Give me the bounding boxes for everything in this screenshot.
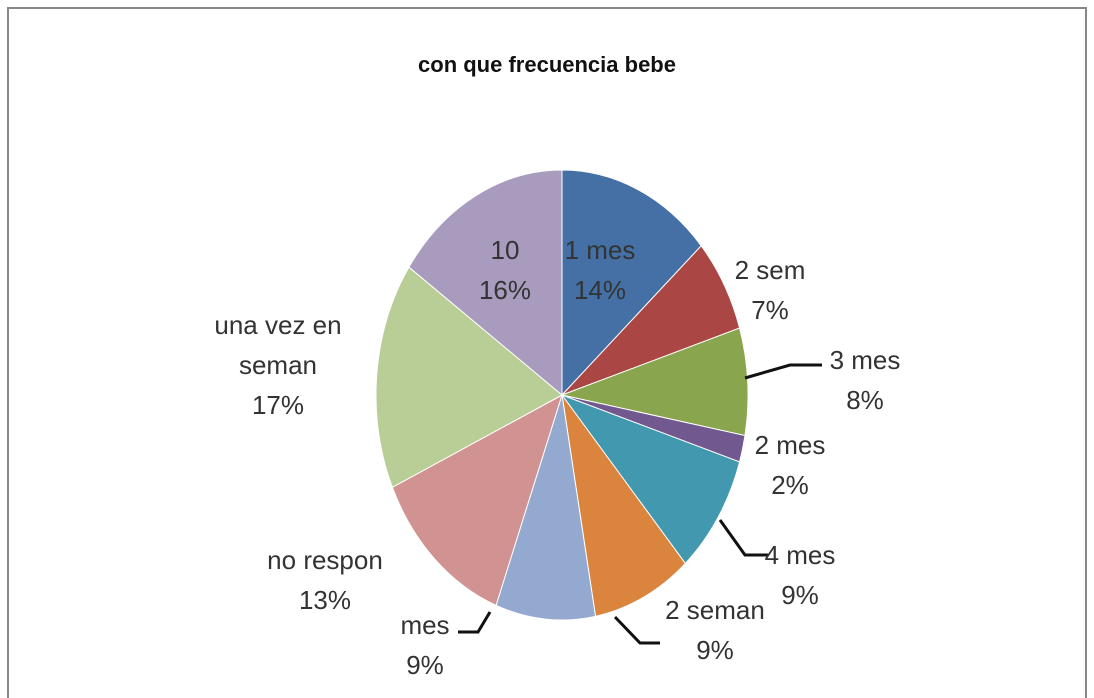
leader-line <box>718 519 768 557</box>
slice-label: mes 9% <box>380 605 470 685</box>
pie-slice <box>561 169 702 397</box>
value-label: 9% <box>781 580 819 610</box>
pie-slice <box>560 393 741 565</box>
chart-title: con que frecuencia bebe <box>418 52 676 77</box>
slice-label: 2 seman 9% <box>645 590 785 670</box>
pie-slice <box>408 169 563 397</box>
pie-slice <box>561 394 686 617</box>
category-label: 2 sem <box>734 255 806 285</box>
category-label: 2 seman <box>665 595 765 625</box>
category-label: mes <box>400 610 450 640</box>
leader-line <box>744 363 822 380</box>
value-label: 16% <box>478 275 532 305</box>
category-label: una vez en seman <box>214 310 342 380</box>
category-label: 2 mes <box>754 430 826 460</box>
category-label: 1 mes <box>564 235 636 265</box>
pie-slice <box>495 394 597 621</box>
slice-label: no respon 13% <box>245 540 405 620</box>
value-label: 7% <box>751 295 789 325</box>
category-label: 10 <box>490 235 520 265</box>
slice-label: 2 sem 7% <box>725 250 815 330</box>
slice-label: 3 mes 8% <box>820 340 910 420</box>
slice-label: una vez en seman 17% <box>203 305 353 425</box>
value-label: 9% <box>406 650 444 680</box>
category-label: 3 mes <box>829 345 901 375</box>
value-label: 13% <box>298 585 352 615</box>
category-label: 4 mes <box>764 540 836 570</box>
slice-label: 10 16% <box>460 230 550 310</box>
slice-label: 4 mes 9% <box>755 535 845 615</box>
value-label: 14% <box>573 275 627 305</box>
value-label: 2% <box>771 470 809 500</box>
value-label: 9% <box>696 635 734 665</box>
pie <box>375 169 749 621</box>
pie-slice <box>375 266 563 489</box>
slice-label: 1 mes 14% <box>555 230 645 310</box>
leader-line <box>613 615 660 645</box>
value-label: 8% <box>846 385 884 415</box>
frame <box>7 7 1087 698</box>
value-label: 17% <box>251 390 305 420</box>
pie-slice <box>391 393 563 607</box>
category-label: no respon <box>267 545 383 575</box>
pie-slice <box>560 327 749 437</box>
leader-lines <box>458 363 822 645</box>
leader-line <box>458 611 492 634</box>
slice-label: 2 mes 2% <box>745 425 835 505</box>
